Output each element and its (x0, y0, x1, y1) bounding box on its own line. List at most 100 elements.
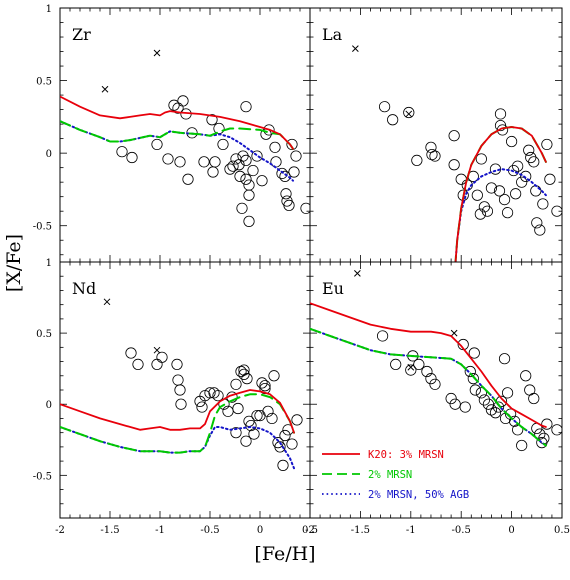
x-tick-label: -1.5 (351, 525, 370, 536)
observation-point (489, 163, 502, 175)
observation-point (425, 373, 437, 385)
observation-point (206, 114, 218, 126)
panel-label-nd: Nd (72, 279, 96, 298)
observation-point (516, 176, 528, 188)
observation-point (531, 217, 543, 229)
panel-label-eu: Eu (322, 279, 344, 298)
observation-point (248, 428, 260, 440)
observation-point (251, 409, 263, 422)
observation-point (126, 151, 138, 164)
observation-point (230, 427, 242, 439)
y-tick-label: -0.5 (33, 222, 52, 233)
observation-point (534, 224, 546, 236)
observation-point (405, 364, 417, 376)
observation-point (475, 153, 487, 165)
observation-point (534, 428, 546, 440)
observation-point (280, 188, 292, 200)
observation-point (240, 435, 252, 447)
observation-point (256, 175, 268, 187)
x-tick-label: -0.5 (200, 525, 219, 536)
observation-point (541, 138, 553, 151)
observation-point (291, 414, 303, 426)
observation-point (174, 384, 186, 396)
x-tick-label: -1 (155, 525, 165, 536)
observation-point (494, 108, 507, 120)
cross-marker (153, 49, 161, 57)
observation-point (241, 373, 253, 385)
observation-point (209, 156, 221, 168)
cross-marker (352, 45, 359, 52)
observation-point (510, 188, 522, 200)
legend-label-dotted: 2% MRSN, 50% AGB (368, 489, 469, 501)
observation-point (530, 185, 542, 197)
y-tick-label: 1 (46, 4, 52, 15)
x-tick-label: 0 (508, 525, 514, 536)
observation-point (421, 365, 433, 378)
observation-point (274, 441, 286, 453)
observation-point (162, 153, 174, 165)
observation-point (262, 405, 274, 417)
observation-point (464, 365, 476, 378)
cross-marker (101, 85, 109, 93)
y-tick-label: 1 (46, 258, 52, 269)
cross-marker (103, 298, 111, 306)
observation-point (217, 138, 229, 151)
observation-point (232, 402, 244, 415)
cross-marker (153, 346, 161, 354)
y-tick-label: 0.5 (36, 77, 52, 88)
observation-point (516, 439, 528, 452)
panel-plot-area-la (352, 45, 562, 262)
observation-point (240, 101, 252, 113)
observation-point (268, 370, 280, 382)
observation-point (505, 135, 518, 148)
observation-point (243, 179, 255, 191)
observation-point (172, 374, 184, 386)
observation-point (469, 384, 481, 396)
series-line-dashed-nd (60, 393, 295, 454)
observation-point (378, 101, 391, 113)
observation-point (204, 387, 216, 399)
panel-plot-area-zr (60, 49, 310, 227)
cross-marker (450, 329, 458, 337)
observation-point (182, 173, 194, 185)
observation-point (449, 398, 461, 410)
observation-point (213, 122, 225, 135)
series-line-dotted-nd (60, 426, 295, 470)
y-tick-label: 0 (46, 149, 52, 160)
x-tick-label: -2 (305, 525, 315, 536)
observation-point (520, 370, 532, 382)
observation-point (132, 358, 144, 370)
observation-point (270, 156, 282, 168)
observation-point (198, 156, 210, 168)
series-line-solid-eu (310, 302, 547, 428)
observation-point (474, 208, 486, 220)
observation-point (501, 207, 514, 219)
observation-point (175, 398, 187, 410)
observation-point (429, 150, 441, 162)
x-tick-label: -2 (55, 525, 65, 536)
observation-point (471, 189, 483, 201)
observation-point (429, 378, 441, 390)
observation-point (243, 215, 255, 227)
y-axis-title: [X/Fe] (3, 234, 25, 292)
observation-point (501, 387, 514, 399)
observation-point (208, 387, 220, 399)
observation-point (212, 390, 224, 402)
observation-point (254, 409, 266, 422)
panel-label-la: La (322, 25, 343, 44)
observation-point (475, 387, 487, 399)
observation-point (151, 138, 163, 151)
observation-point (227, 160, 239, 172)
observation-point (236, 202, 248, 214)
observation-point (234, 170, 246, 182)
observation-point (390, 358, 402, 370)
y-tick-label: 0 (46, 400, 52, 411)
series-line-solid-la (454, 126, 547, 262)
observation-point (541, 418, 553, 430)
observation-point (269, 141, 281, 153)
observation-point (263, 124, 275, 136)
observation-point (523, 144, 535, 156)
observation-point (467, 373, 479, 385)
x-axis-title: [Fe/H] (254, 543, 315, 565)
panel-frame-la (309, 7, 563, 263)
